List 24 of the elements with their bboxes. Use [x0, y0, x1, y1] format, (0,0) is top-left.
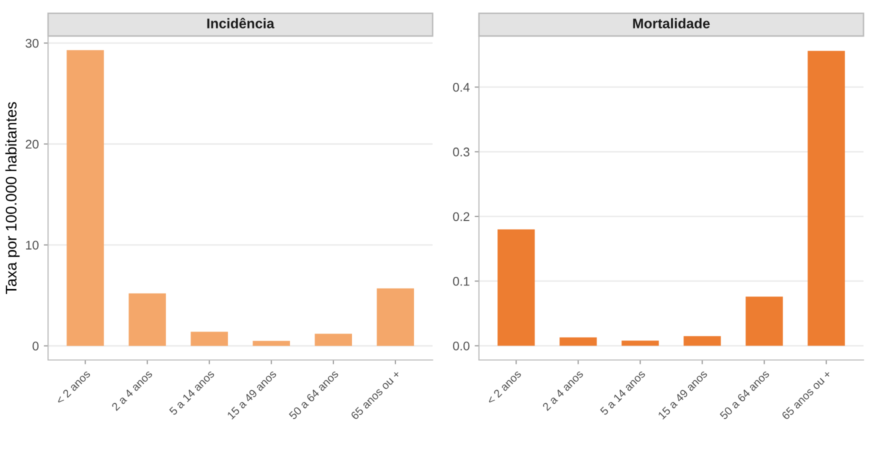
bar: [808, 50, 845, 346]
bar: [746, 296, 783, 346]
y-tick-label: 30: [26, 38, 39, 48]
bar: [622, 340, 659, 346]
y-tick-label: 0.0: [453, 342, 470, 350]
y-tick-label: 10: [26, 240, 39, 250]
bar: [190, 332, 228, 346]
y-tick-label: 0.2: [453, 212, 470, 222]
bar: [314, 334, 352, 346]
y-tick-label: 0.3: [453, 148, 470, 156]
y-tick-label: 0: [32, 342, 39, 351]
y-tick-label: 0.4: [453, 82, 470, 92]
y-axis-title: Taxa por 100.000 habitantes: [5, 102, 20, 294]
bar: [128, 293, 166, 346]
bar: [66, 50, 104, 346]
y-tick-label: 0.1: [453, 276, 470, 286]
bar: [560, 337, 597, 346]
y-tick-label: 20: [26, 140, 39, 149]
bar: [684, 336, 721, 346]
chart-title: Incidência: [207, 18, 274, 28]
bar: [252, 340, 290, 346]
bar: [376, 288, 414, 346]
chart-title: Mortalidade: [633, 18, 710, 28]
bar: [498, 229, 535, 346]
